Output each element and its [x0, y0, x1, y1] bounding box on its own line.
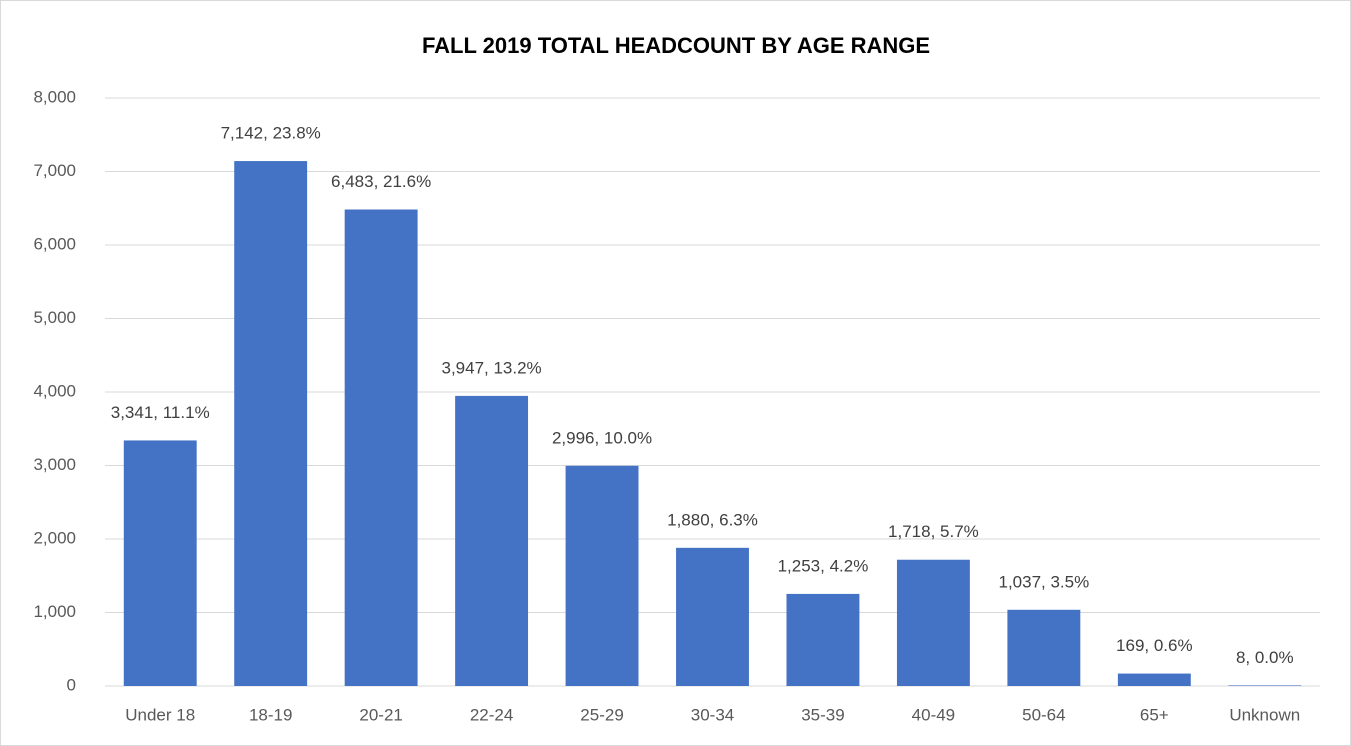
y-tick-label: 7,000	[33, 161, 76, 180]
bar	[1117, 673, 1191, 686]
data-label: 1,253, 4.2%	[778, 556, 869, 575]
data-label: 2,996, 10.0%	[552, 428, 652, 447]
chart-title: FALL 2019 TOTAL HEADCOUNT BY AGE RANGE	[422, 33, 930, 58]
x-tick-label: Unknown	[1229, 705, 1300, 724]
x-tick-label: 50-64	[1022, 705, 1065, 724]
bar	[455, 395, 529, 686]
x-tick-label: Under 18	[125, 705, 195, 724]
data-label: 7,142, 23.8%	[221, 124, 321, 143]
bar	[786, 593, 860, 686]
x-tick-label: 35-39	[801, 705, 844, 724]
bar	[565, 465, 639, 686]
bar	[896, 559, 970, 686]
x-tick-label: 18-19	[249, 705, 292, 724]
data-label: 6,483, 21.6%	[331, 172, 431, 191]
bar	[1007, 609, 1081, 686]
x-tick-label: 20-21	[359, 705, 402, 724]
y-tick-label: 8,000	[33, 87, 76, 106]
y-tick-label: 1,000	[33, 602, 76, 621]
y-tick-label: 6,000	[33, 234, 76, 253]
data-label: 8, 0.0%	[1236, 648, 1294, 667]
x-tick-label: 40-49	[912, 705, 955, 724]
bar	[676, 547, 749, 686]
bar	[1228, 685, 1302, 686]
y-tick-label: 5,000	[33, 308, 76, 327]
data-label: 1,037, 3.5%	[998, 572, 1089, 591]
y-tick-label: 0	[67, 675, 76, 694]
bar	[234, 161, 308, 687]
x-tick-label: 22-24	[470, 705, 513, 724]
data-label: 3,947, 13.2%	[441, 358, 541, 377]
data-label: 3,341, 11.1%	[111, 403, 210, 422]
data-label: 1,718, 5.7%	[888, 522, 979, 541]
y-tick-label: 2,000	[33, 528, 76, 547]
y-tick-label: 4,000	[33, 381, 76, 400]
data-label: 1,880, 6.3%	[667, 510, 758, 529]
y-tick-label: 3,000	[33, 455, 76, 474]
bar	[344, 209, 418, 686]
x-tick-label: 30-34	[691, 705, 734, 724]
x-tick-label: 25-29	[580, 705, 623, 724]
bar	[123, 440, 197, 686]
x-tick-label: 65+	[1140, 705, 1169, 724]
data-label: 169, 0.6%	[1116, 636, 1193, 655]
